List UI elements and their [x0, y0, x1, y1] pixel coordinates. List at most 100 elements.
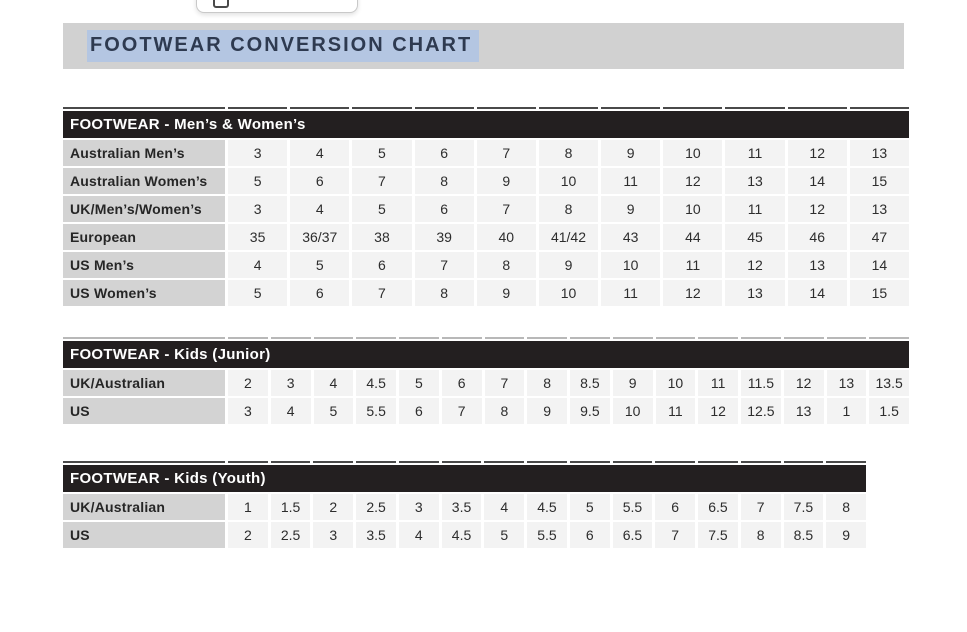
size-cell: 7	[476, 196, 536, 222]
title-selection-highlight: FOOTWEAR CONVERSION CHART	[87, 30, 480, 62]
size-cell: 8	[484, 398, 525, 424]
size-cell: 15	[849, 168, 909, 194]
size-cell: 5	[352, 196, 412, 222]
size-cell: 4.5	[441, 522, 482, 548]
size-cell: 9	[527, 398, 567, 424]
size-cell: 11	[725, 140, 785, 166]
size-cell: 13	[826, 370, 867, 396]
tick-segment	[228, 461, 268, 463]
size-cell: 8	[414, 280, 474, 306]
size-cell: 13	[725, 168, 785, 194]
size-cell: 7	[414, 252, 474, 278]
tick-segment	[698, 337, 738, 339]
tick-segment	[356, 461, 396, 463]
size-cell: 8	[414, 168, 474, 194]
size-cell: 5	[228, 280, 288, 306]
conversion-table: FOOTWEAR - Men’s & Women’s Australian Men…	[63, 107, 909, 306]
tables: FOOTWEAR - Men’s & Women’s Australian Men…	[63, 107, 967, 548]
size-cell: 38	[352, 224, 412, 250]
size-cell: 7	[352, 168, 412, 194]
tick-segment	[569, 461, 610, 463]
size-cell: 3.5	[356, 522, 396, 548]
size-cell: 9.5	[570, 398, 610, 424]
size-cell: 10	[612, 398, 653, 424]
tick-segment	[484, 461, 525, 463]
tick-segment	[612, 461, 653, 463]
size-cell: 10	[663, 196, 723, 222]
size-cell: 7	[441, 398, 482, 424]
size-cell: 6	[414, 140, 474, 166]
size-cell: 4.5	[356, 370, 396, 396]
tick-segment	[655, 337, 696, 339]
size-cell: 2.5	[270, 522, 311, 548]
tick-segment	[398, 461, 439, 463]
tick-segment	[527, 337, 567, 339]
tick-segment	[655, 461, 696, 463]
size-cell: 3	[270, 370, 311, 396]
size-cell: 5	[399, 370, 439, 396]
size-cell: 3	[228, 398, 268, 424]
tick-segment	[783, 337, 824, 339]
size-cell: 8	[826, 494, 866, 520]
size-cell: 5	[352, 140, 412, 166]
row-label: US	[63, 522, 225, 548]
tick-segment	[826, 337, 867, 339]
size-cell: 9	[601, 140, 661, 166]
size-cell: 4	[270, 398, 311, 424]
tick-segment	[441, 337, 482, 339]
tick-segment	[228, 337, 268, 339]
size-cell: 13.5	[869, 370, 909, 396]
tick-segment	[63, 107, 225, 109]
size-cell: 41/42	[538, 224, 599, 250]
tick-segment	[352, 107, 412, 109]
size-cell: 36/37	[290, 224, 350, 250]
size-cell: 5.5	[612, 494, 653, 520]
tick-segment	[313, 337, 354, 339]
size-cell: 5.5	[356, 398, 396, 424]
size-cell: 13	[787, 252, 847, 278]
size-cell: 7.5	[783, 494, 824, 520]
row-label: European	[63, 224, 225, 250]
tick-segment	[63, 337, 225, 339]
tick-segment	[783, 461, 824, 463]
size-cell: 3	[398, 494, 439, 520]
table-header: FOOTWEAR - Men’s & Women’s	[63, 111, 909, 138]
size-cell: 14	[787, 168, 847, 194]
size-cell: 7.5	[698, 522, 738, 548]
size-cell: 2	[228, 370, 268, 396]
tick-segment	[741, 337, 781, 339]
size-cell: 1.5	[270, 494, 311, 520]
size-cell: 15	[849, 280, 909, 306]
size-cell: 12	[787, 140, 847, 166]
tick-segment	[787, 107, 847, 109]
size-cell: 8	[538, 140, 599, 166]
size-cell: 5	[569, 494, 610, 520]
tick-segment	[441, 461, 482, 463]
row-label: UK/Australian	[63, 494, 225, 520]
size-cell: 47	[849, 224, 909, 250]
tick-segment	[869, 337, 909, 339]
table-header: FOOTWEAR - Kids (Junior)	[63, 341, 909, 368]
size-cell: 13	[783, 398, 824, 424]
copy-icon[interactable]	[213, 0, 229, 8]
size-cell: 7	[476, 140, 536, 166]
tick-segment	[476, 107, 536, 109]
size-cell: 3	[313, 522, 354, 548]
size-cell: 6	[414, 196, 474, 222]
conversion-table: FOOTWEAR - Kids (Junior) UK/Australian 2 3 4…	[63, 337, 909, 424]
table-header: FOOTWEAR - Kids (Youth)	[63, 465, 866, 492]
size-cell: 4	[228, 252, 288, 278]
size-cell: 10	[601, 252, 661, 278]
size-cell: 12	[787, 196, 847, 222]
size-cell: 5	[313, 398, 354, 424]
tick-segment	[270, 337, 311, 339]
size-cell: 7	[352, 280, 412, 306]
row-label: UK/Australian	[63, 370, 225, 396]
size-cell: 40	[476, 224, 536, 250]
size-cell: 5	[484, 522, 525, 548]
size-cell: 14	[849, 252, 909, 278]
floating-toolbar[interactable]	[196, 0, 358, 13]
size-cell: 10	[663, 140, 723, 166]
tick-segment	[538, 107, 599, 109]
size-cell: 4.5	[527, 494, 567, 520]
